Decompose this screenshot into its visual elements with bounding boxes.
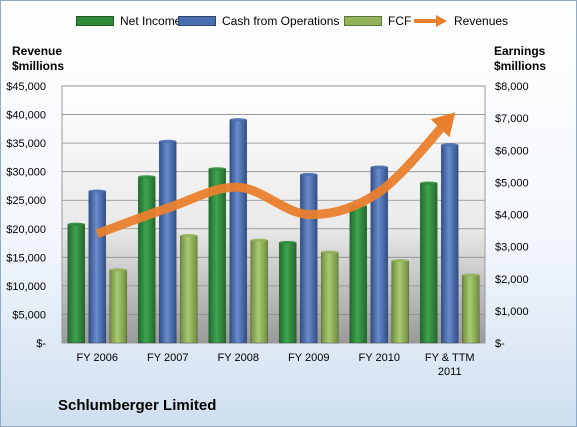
right-tick-label: $8,000 bbox=[495, 81, 529, 93]
chart-legend: Net Income Cash from Operations FCF Reve… bbox=[0, 14, 577, 34]
revenue-line bbox=[95, 115, 454, 239]
bar-cash-from-operations bbox=[88, 190, 107, 344]
bar-cash-from-operations bbox=[229, 119, 248, 344]
bar-fcf bbox=[391, 260, 410, 344]
category-label: 2011 bbox=[438, 366, 462, 378]
bar-fcf bbox=[320, 251, 339, 344]
legend-item-net-income: Net Income bbox=[76, 14, 181, 28]
left-tick-label: $45,000 bbox=[6, 81, 46, 93]
axes-group: $- $5,000 $10,000 $15,000 $20,000 $25,000 $30,… bbox=[6, 81, 528, 378]
legend-item-revenues: Revenues bbox=[412, 14, 508, 28]
bar-fcf bbox=[109, 269, 128, 344]
bar-cash-from-operations bbox=[158, 141, 177, 344]
bar-cap-fcf bbox=[391, 259, 409, 263]
category-label: FY 2008 bbox=[218, 352, 259, 364]
right-axis-title-line1: Earnings bbox=[494, 44, 546, 58]
category-label: FY 2010 bbox=[359, 352, 400, 364]
company-title: Schlumberger Limited bbox=[58, 397, 217, 414]
left-tick-label: $- bbox=[36, 338, 46, 350]
plot-area bbox=[61, 85, 486, 344]
bar-fcf bbox=[179, 235, 198, 344]
left-tick-label: $20,000 bbox=[6, 224, 46, 236]
left-axis-title-line1: Revenue bbox=[12, 44, 63, 58]
left-tick-label: $5,000 bbox=[12, 309, 46, 321]
bar-fcf bbox=[250, 239, 269, 344]
bar-cap-net-income bbox=[138, 175, 156, 179]
bar-cap-fcf bbox=[250, 238, 268, 242]
bar-cap-net-income bbox=[279, 240, 297, 245]
legend-swatch-net-income bbox=[76, 16, 114, 26]
legend-label-revenues: Revenues bbox=[454, 14, 509, 28]
right-tick-label: $6,000 bbox=[495, 145, 529, 157]
legend-label-net-income: Net Income bbox=[120, 14, 182, 28]
bar-cap-fcf bbox=[180, 234, 198, 238]
bar-cap-cash-from-operations bbox=[370, 165, 388, 169]
bar-cash-from-operations bbox=[440, 144, 459, 344]
legend-item-fcf: FCF bbox=[344, 14, 411, 28]
right-tick-label: $7,000 bbox=[495, 113, 529, 125]
right-axis-title: Earnings $millions bbox=[494, 44, 546, 74]
legend-swatch-fcf bbox=[344, 16, 382, 26]
bar-cap-cash-from-operations bbox=[88, 189, 106, 193]
legend-arrow-icon bbox=[414, 15, 447, 27]
bars-group bbox=[67, 118, 480, 344]
bar-cap-fcf bbox=[321, 250, 339, 254]
bar-cap-net-income bbox=[208, 167, 226, 171]
category-label: FY 2007 bbox=[147, 352, 188, 364]
left-axis-title: Revenue $millions bbox=[12, 44, 64, 74]
bar-fcf bbox=[461, 274, 480, 344]
revenue-line-group bbox=[95, 112, 456, 239]
bar-cap-cash-from-operations bbox=[159, 139, 177, 143]
bar-net-income bbox=[278, 242, 297, 344]
legend-swatch-cash-from-operations bbox=[178, 16, 216, 26]
bar-cash-from-operations bbox=[299, 174, 318, 344]
bar-cap-net-income bbox=[420, 181, 438, 185]
bar-cap-net-income bbox=[67, 222, 85, 226]
bar-cap-fcf bbox=[109, 268, 127, 272]
bar-cap-cash-from-operations bbox=[300, 172, 318, 177]
right-tick-label: $1,000 bbox=[495, 306, 529, 318]
revenue-arrow-head bbox=[430, 112, 456, 138]
bar-net-income bbox=[67, 223, 86, 344]
left-tick-label: $30,000 bbox=[6, 167, 46, 179]
legend-item-cash-from-operations: Cash from Operations bbox=[178, 14, 339, 28]
left-tick-label: $10,000 bbox=[6, 281, 46, 293]
left-tick-label: $35,000 bbox=[6, 138, 46, 150]
left-tick-label: $25,000 bbox=[6, 195, 46, 207]
right-tick-label: $- bbox=[495, 338, 505, 350]
legend-label-cash-from-operations: Cash from Operations bbox=[222, 14, 340, 28]
right-axis-title-line2: $millions bbox=[494, 59, 547, 73]
category-label: FY 2006 bbox=[77, 352, 118, 364]
bar-net-income bbox=[137, 176, 156, 344]
right-tick-label: $3,000 bbox=[495, 242, 529, 254]
category-label: FY & TTM bbox=[425, 352, 475, 364]
left-tick-label: $15,000 bbox=[6, 252, 46, 264]
bar-net-income bbox=[349, 205, 368, 344]
bar-net-income bbox=[419, 182, 438, 344]
legend-label-fcf: FCF bbox=[388, 14, 412, 28]
right-tick-label: $5,000 bbox=[495, 177, 529, 189]
left-tick-label: $40,000 bbox=[6, 110, 46, 122]
bar-cap-fcf bbox=[462, 273, 480, 277]
bar-cap-cash-from-operations bbox=[441, 143, 459, 147]
bar-cap-cash-from-operations bbox=[229, 118, 247, 122]
category-label: FY 2009 bbox=[288, 352, 329, 364]
right-tick-label: $2,000 bbox=[495, 274, 529, 286]
left-axis-title-line2: $millions bbox=[12, 59, 65, 73]
right-tick-label: $4,000 bbox=[495, 210, 529, 222]
